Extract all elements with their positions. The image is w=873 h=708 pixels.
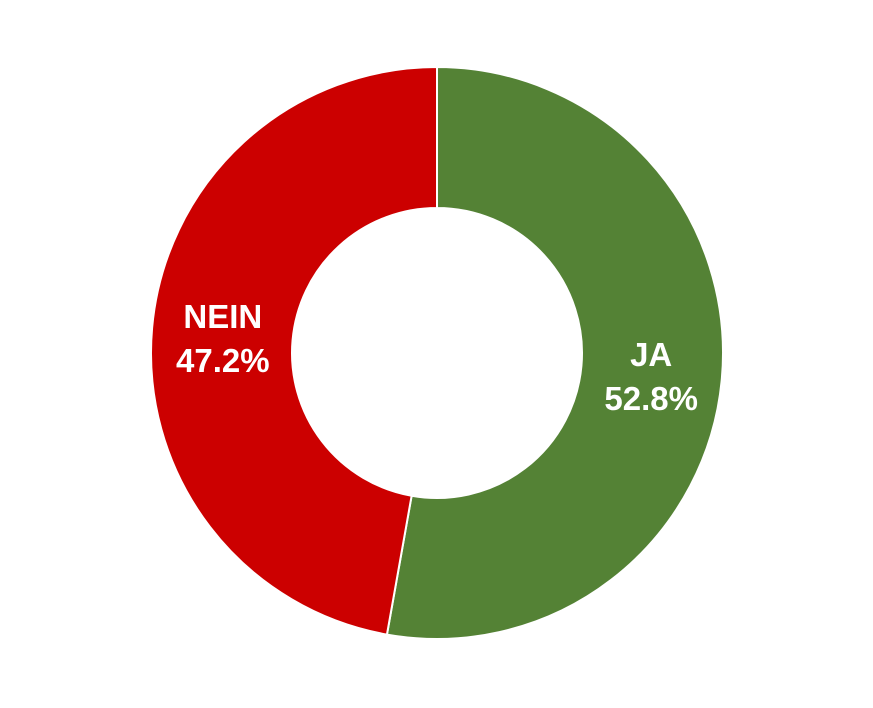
donut-slices (150, 65, 724, 640)
slice-nein (150, 65, 438, 636)
slice-value-label: 52.8% (604, 380, 698, 417)
slice-labels: JA 52.8% NEIN 47.2% (176, 298, 698, 417)
slice-ja (385, 65, 724, 640)
slice-label-nein: NEIN 47.2% (176, 298, 270, 379)
slice-category-label: NEIN (183, 298, 262, 335)
slice-category-label: JA (630, 336, 672, 373)
slice-value-label: 47.2% (176, 342, 270, 379)
slice-label-ja: JA 52.8% (604, 336, 698, 417)
